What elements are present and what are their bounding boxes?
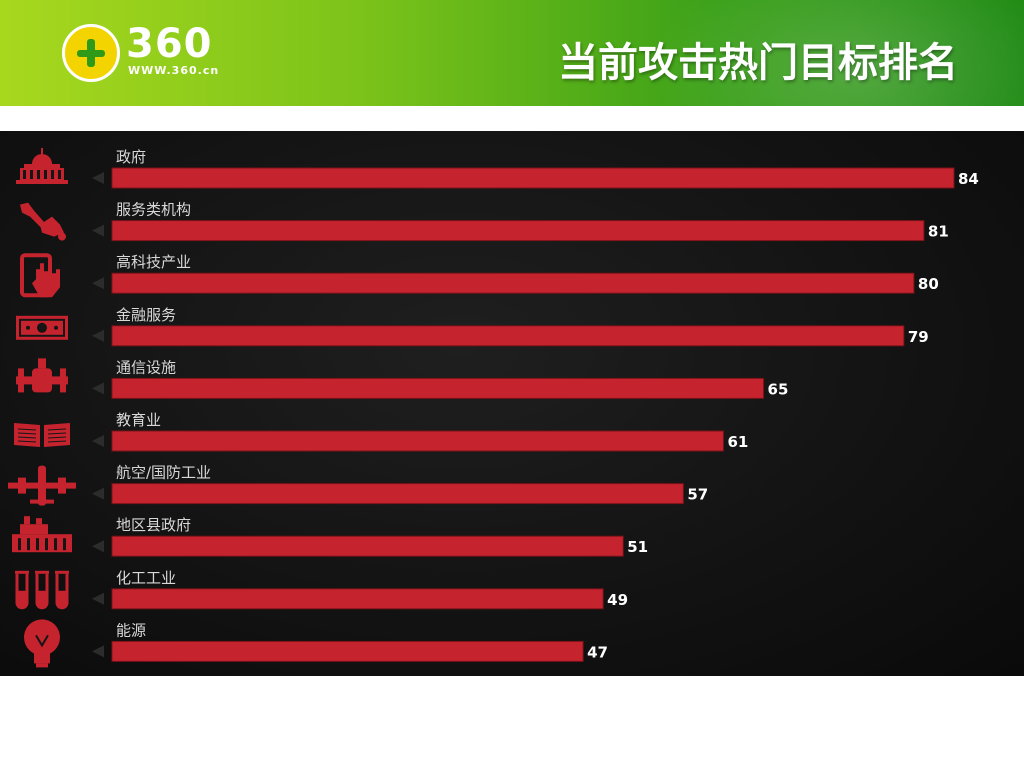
- pointer-marker: [92, 329, 104, 342]
- bar: [111, 272, 915, 294]
- brand-logo: 360 WWW.360.cn: [62, 20, 262, 90]
- bar-row: 能源 47: [24, 619, 608, 668]
- government-building-icon: [16, 148, 68, 184]
- bar-row: 教育业 61: [14, 411, 748, 452]
- pointer-marker: [92, 592, 104, 605]
- bar-row: 政府 84: [16, 148, 979, 189]
- lightbulb-icon: [24, 619, 60, 668]
- bar: [111, 167, 955, 189]
- value-label: 81: [928, 223, 949, 241]
- pointer-marker: [92, 540, 104, 553]
- category-label: 金融服务: [116, 306, 176, 324]
- bar-row: 服务类机构 81: [20, 201, 949, 242]
- test-tubes-icon: [15, 570, 69, 610]
- category-label: 地区县政府: [116, 516, 191, 534]
- pipeline-icon: [16, 358, 68, 393]
- bar: [111, 640, 584, 662]
- pointer-marker: [92, 277, 104, 290]
- pointer-marker: [92, 435, 104, 447]
- value-label: 79: [908, 328, 929, 346]
- value-label: 65: [768, 380, 789, 398]
- book-icon: [14, 423, 70, 447]
- value-label: 57: [687, 486, 708, 504]
- bar: [111, 325, 905, 347]
- tablet-touch-icon: [20, 253, 60, 298]
- bar-chart: 政府 84 服务类机构 81 高科技产业 80 金融服务 79 通信设施 65 教育业 61 航空/国防…: [8, 148, 979, 668]
- chart-panel: 政府 84 服务类机构 81 高科技产业 80 金融服务 79 通信设施 65 教育业 61 航空/国防…: [0, 131, 1024, 676]
- category-label: 教育业: [116, 411, 161, 429]
- pointer-marker: [92, 172, 104, 184]
- page-title: 当前攻击热门目标排名: [558, 40, 958, 86]
- money-icon: [16, 315, 68, 340]
- bar: [111, 220, 925, 242]
- bar: [111, 588, 604, 610]
- value-label: 61: [727, 433, 748, 451]
- bar-row: 地区县政府 51: [12, 516, 648, 557]
- value-label: 49: [607, 591, 628, 609]
- category-label: 航空/国防工业: [116, 464, 211, 482]
- bar-row: 高科技产业 80: [20, 253, 939, 298]
- bar-row: 金融服务 79: [16, 306, 929, 347]
- category-label: 通信设施: [116, 358, 176, 376]
- category-label: 能源: [116, 621, 146, 639]
- pointer-marker: [92, 645, 104, 658]
- tools-icon: [20, 202, 66, 241]
- bar: [111, 377, 765, 399]
- category-label: 化工工业: [116, 569, 176, 587]
- bar: [111, 535, 624, 557]
- category-label: 政府: [116, 148, 146, 166]
- value-label: 47: [587, 643, 608, 661]
- bar-row: 通信设施 65: [16, 358, 789, 399]
- bar: [111, 483, 684, 505]
- value-label: 80: [918, 275, 939, 293]
- pointer-marker: [92, 487, 104, 500]
- category-label: 高科技产业: [116, 253, 191, 271]
- bar-row: 航空/国防工业 57: [8, 464, 708, 506]
- value-label: 84: [958, 170, 979, 188]
- logo-url: WWW.360.cn: [128, 64, 220, 77]
- airplane-icon: [8, 465, 76, 506]
- logo-number: 360: [126, 21, 213, 67]
- pointer-marker: [92, 382, 104, 395]
- value-label: 51: [627, 538, 648, 556]
- category-label: 服务类机构: [116, 201, 191, 219]
- plus-logo-icon: [62, 24, 120, 82]
- header-banner: 360 WWW.360.cn 当前攻击热门目标排名: [0, 0, 1024, 106]
- pointer-marker: [92, 224, 104, 237]
- factory-icon: [12, 516, 72, 553]
- bar: [111, 430, 724, 452]
- bar-row: 化工工业 49: [15, 569, 628, 610]
